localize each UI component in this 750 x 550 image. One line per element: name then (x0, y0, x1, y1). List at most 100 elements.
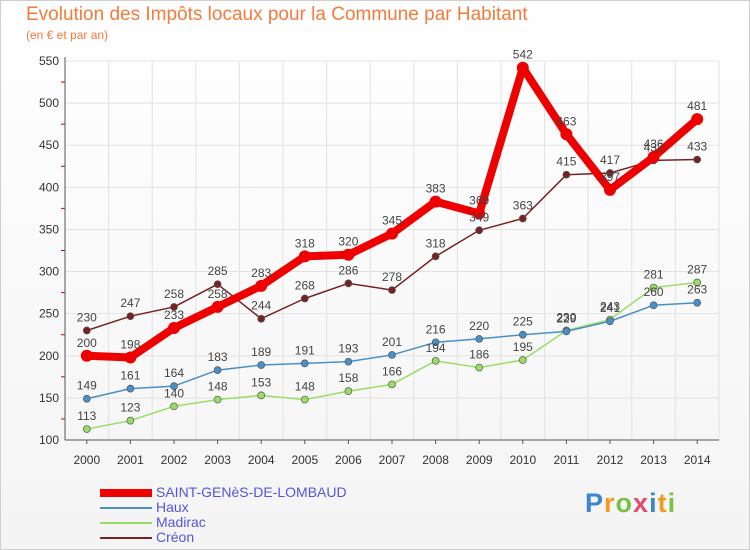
data-point (475, 226, 484, 235)
data-point (560, 128, 573, 141)
data-label: 432 (644, 140, 664, 154)
logo-letter: t (657, 488, 668, 518)
data-point (606, 169, 614, 177)
proxiti-logo: Proxiti (585, 488, 676, 519)
data-label: 363 (513, 198, 533, 212)
x-tick-label: 2012 (597, 453, 624, 467)
x-tick-label: 2008 (422, 453, 449, 467)
data-label: 220 (469, 319, 489, 333)
data-point (649, 283, 658, 292)
data-point (82, 326, 91, 335)
data-point (300, 294, 309, 303)
axes: 100 150 200 250 300 350 400 450 500 550 2000 2001 20… (39, 54, 719, 467)
data-label: 481 (687, 99, 707, 113)
legend-swatch (100, 537, 152, 539)
logo-letter: o (615, 488, 634, 518)
data-label: 241 (600, 301, 620, 315)
data-point (342, 248, 355, 261)
data-point (606, 317, 614, 326)
legend-label: Créon (156, 529, 195, 545)
data-label: 166 (382, 364, 402, 378)
data-label: 158 (338, 371, 358, 385)
data-point (300, 395, 309, 404)
data-label: 345 (382, 214, 402, 228)
data-point (518, 356, 527, 364)
data-point (388, 351, 396, 359)
data-label: 191 (295, 343, 315, 357)
logo-letter: i (649, 488, 658, 518)
data-point (516, 61, 529, 74)
x-tick-label: 2007 (379, 453, 406, 467)
data-point (257, 361, 266, 369)
data-label: 195 (513, 340, 533, 354)
data-point (344, 387, 353, 396)
data-point (388, 380, 396, 389)
data-labels: 230 247 258 285 244 268 286 278 318 349 363 415 417 4… (77, 48, 708, 423)
line-chart: 100 150 200 250 300 350 400 450 500 550 2000 2001 20… (39, 48, 720, 467)
x-tick-label: 2003 (204, 453, 231, 467)
data-point (693, 278, 702, 287)
data-label: 318 (295, 236, 315, 250)
data-label: 318 (426, 236, 446, 250)
data-label: 247 (120, 296, 140, 310)
data-point (693, 298, 702, 307)
data-label: 164 (164, 366, 184, 380)
y-tick-label: 200 (39, 349, 59, 363)
data-point (518, 214, 527, 223)
data-label: 140 (164, 386, 184, 400)
data-label: 542 (513, 48, 533, 62)
x-tick-label: 2009 (466, 453, 493, 467)
data-label: 194 (426, 341, 446, 355)
x-tick-label: 2000 (73, 453, 100, 467)
data-label: 383 (426, 182, 446, 196)
data-point (213, 280, 222, 289)
data-point (255, 279, 268, 292)
data-label: 463 (556, 114, 576, 128)
x-tick-label: 2006 (335, 453, 362, 467)
legend-label: Madirac (156, 514, 206, 530)
data-label: 433 (687, 140, 707, 154)
data-point (298, 250, 311, 263)
legend-swatch (100, 522, 152, 524)
data-label: 233 (164, 308, 184, 322)
chart-title: Evolution des Impôts locaux pour la Comm… (26, 4, 528, 25)
data-point (473, 207, 486, 220)
data-label: 198 (120, 337, 140, 351)
data-point (429, 195, 442, 208)
y-tick-label: 100 (39, 433, 59, 447)
x-tick-label: 2013 (640, 453, 667, 467)
data-label: 415 (556, 155, 576, 169)
data-label: 263 (687, 283, 707, 297)
data-label: 283 (251, 266, 271, 280)
data-label: 286 (338, 263, 358, 277)
y-tick-label: 350 (39, 222, 59, 236)
data-label: 149 (77, 379, 97, 393)
data-label: 113 (77, 409, 96, 423)
y-tick-label: 400 (39, 180, 59, 194)
data-point (213, 395, 222, 404)
data-label: 397 (600, 170, 620, 184)
chart-subtitle: (en € et par an) (26, 28, 109, 42)
data-point (604, 183, 616, 196)
data-point (257, 391, 266, 400)
data-label: 161 (120, 369, 140, 383)
x-tick-label: 2005 (291, 453, 318, 467)
data-label: 436 (644, 137, 664, 151)
data-label: 216 (426, 322, 446, 336)
data-point (518, 330, 527, 339)
data-label: 369 (469, 193, 489, 207)
y-tick-label: 250 (39, 307, 59, 321)
data-point (170, 402, 178, 411)
data-point (693, 155, 702, 164)
data-point (168, 321, 180, 334)
data-point (257, 314, 266, 323)
data-label: 193 (338, 342, 358, 356)
data-point (475, 363, 484, 372)
data-label: 278 (382, 270, 402, 284)
data-point (126, 312, 135, 321)
legend-label: Haux (156, 499, 189, 515)
data-point (388, 286, 396, 294)
logo-letter: x (633, 488, 650, 518)
logo-letter: i (667, 488, 677, 518)
data-label: 183 (208, 350, 228, 364)
